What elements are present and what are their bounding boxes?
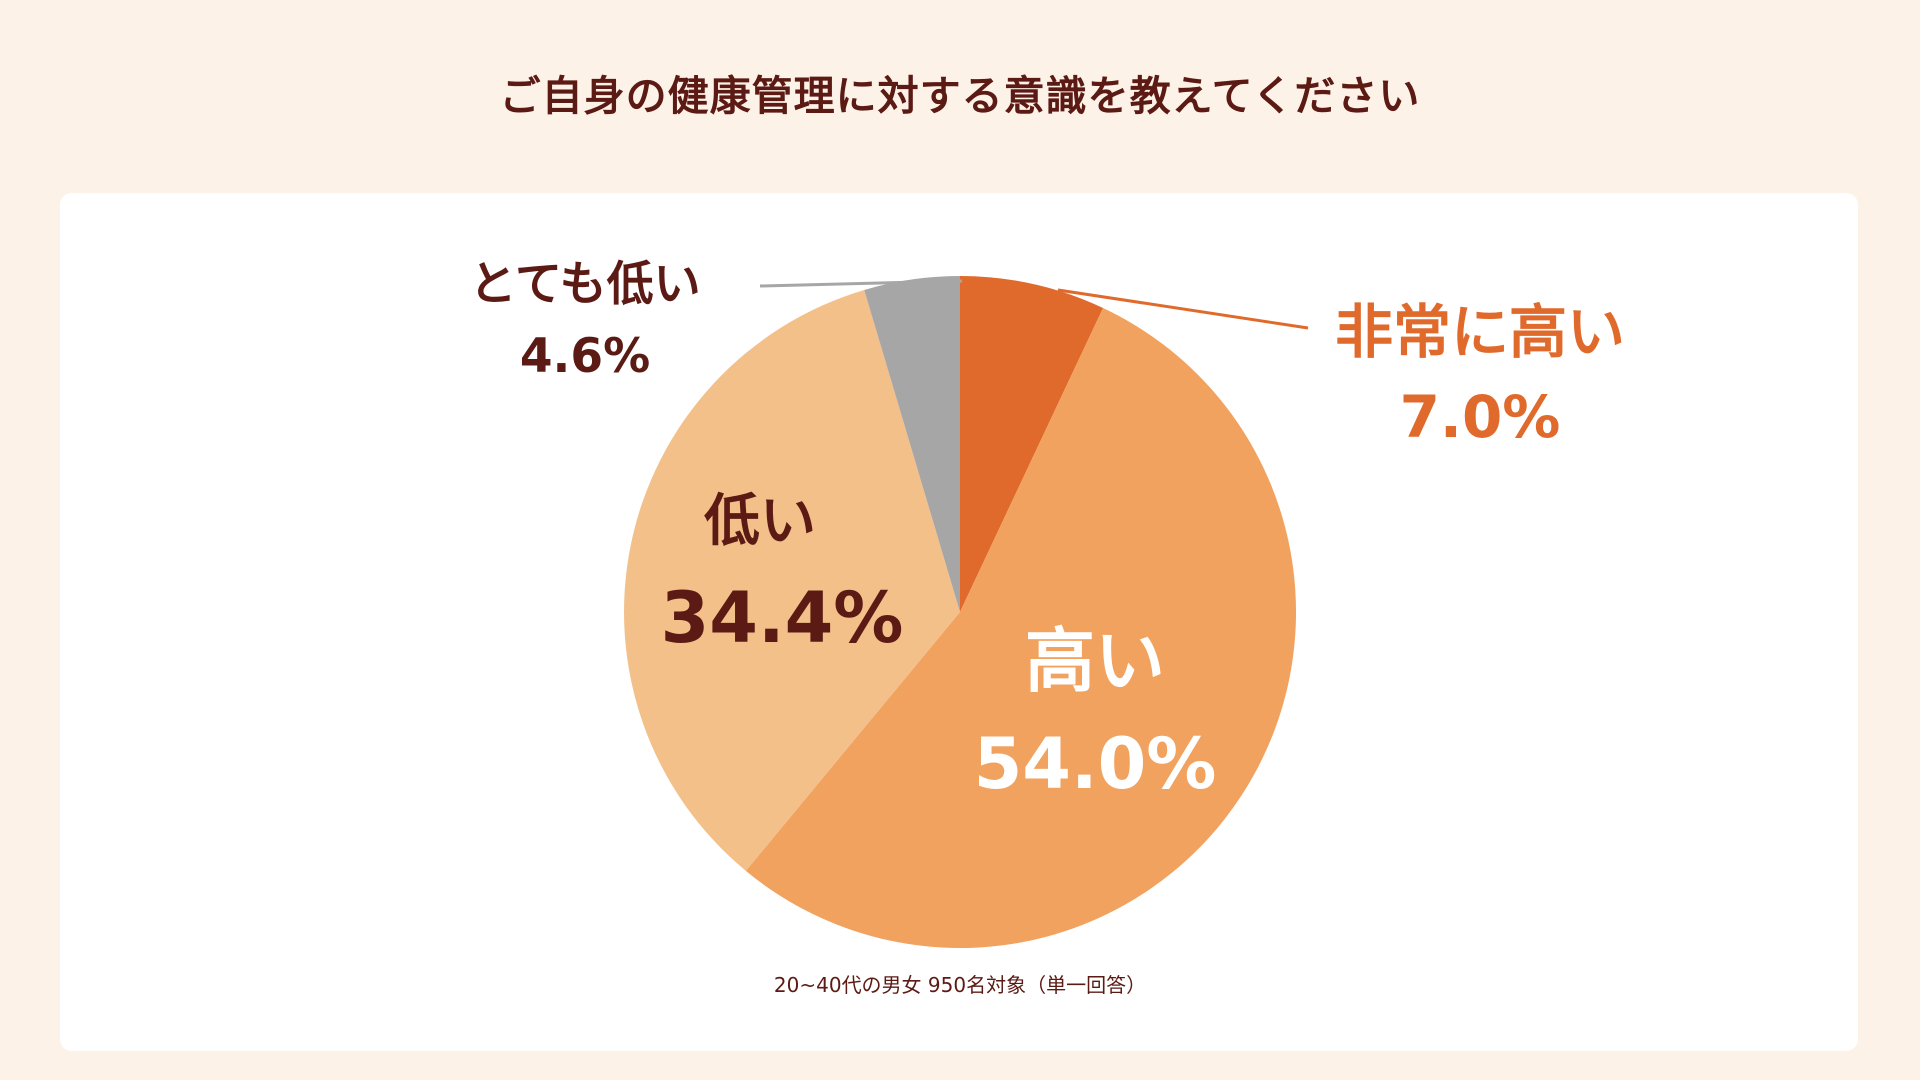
slice-label-low: 低い	[704, 489, 816, 554]
value-label-very-low: 4.6%	[520, 329, 650, 384]
slice-label-very-low: とても低い	[469, 257, 700, 312]
slice-very-high	[960, 276, 1104, 612]
slice-high	[745, 307, 1297, 949]
leader-line-very-high	[1057, 288, 1309, 330]
slice-label-very-high: 非常に高い	[1335, 298, 1625, 366]
leader-line-very-low	[759, 279, 963, 288]
chart-title: ご自身の健康管理に対する意識を教えてください	[499, 72, 1421, 120]
value-label-very-high: 7.0%	[1400, 383, 1561, 451]
slice-very-low	[864, 276, 960, 612]
value-label-low: 34.4%	[661, 577, 904, 659]
survey-note: 20~40代の男女 950名対象（単一回答）	[773, 973, 1147, 997]
value-label-high: 54.0%	[974, 723, 1217, 805]
slice-label-high: 高い	[1025, 620, 1165, 702]
slice-low	[624, 289, 960, 871]
